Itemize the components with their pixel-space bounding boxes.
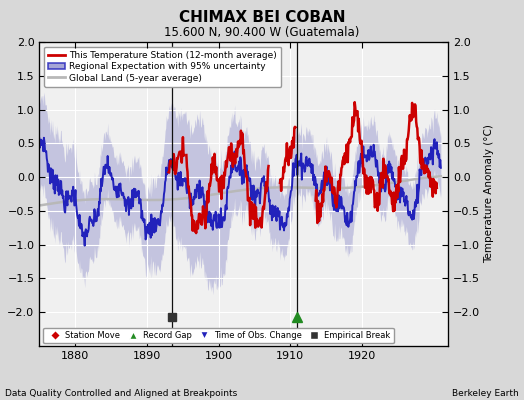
Legend: Station Move, Record Gap, Time of Obs. Change, Empirical Break: Station Move, Record Gap, Time of Obs. C… [43,328,394,343]
Text: Berkeley Earth: Berkeley Earth [452,389,519,398]
Y-axis label: Temperature Anomaly (°C): Temperature Anomaly (°C) [484,124,494,264]
Text: 15.600 N, 90.400 W (Guatemala): 15.600 N, 90.400 W (Guatemala) [165,26,359,39]
Text: CHIMAX BEI COBAN: CHIMAX BEI COBAN [179,10,345,25]
Text: Data Quality Controlled and Aligned at Breakpoints: Data Quality Controlled and Aligned at B… [5,389,237,398]
